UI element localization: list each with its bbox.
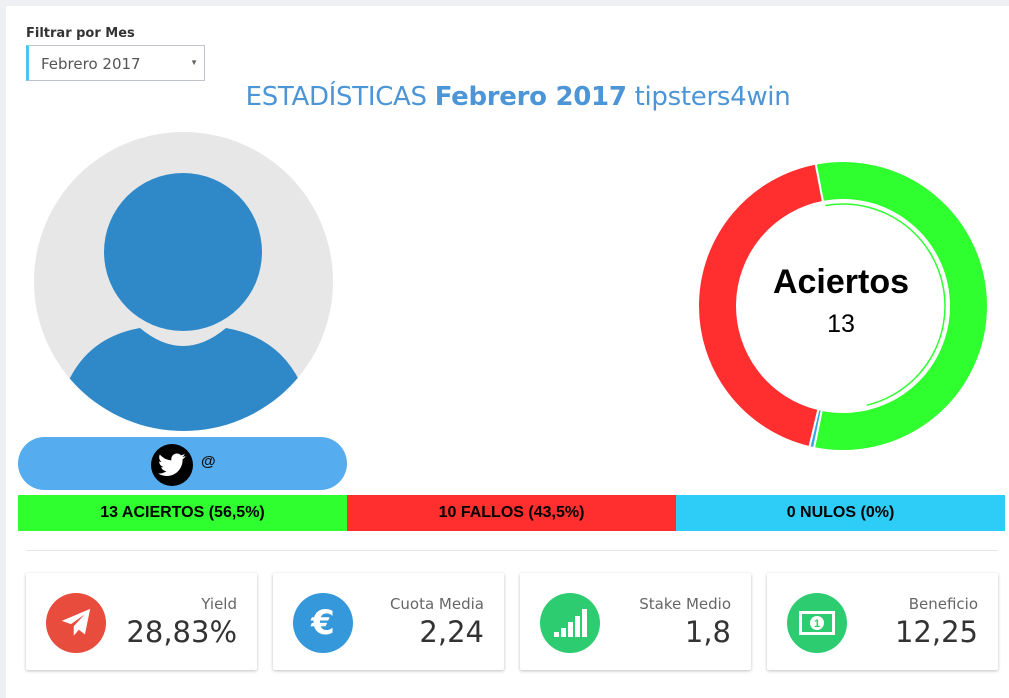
donut-inner-ring: [740, 203, 946, 409]
stake-medio-value: 1,8: [684, 615, 731, 649]
beneficio-label: Beneficio: [908, 595, 978, 613]
avatar: [34, 132, 333, 431]
cuota-media-card: € Cuota Media 2,24: [273, 573, 504, 670]
stake-medio-label: Stake Medio: [639, 595, 731, 613]
cuota-media-label: Cuota Media: [389, 595, 484, 613]
beneficio-card: 1 Beneficio 12,25: [767, 573, 998, 670]
filter-label: Filtrar por Mes: [26, 26, 135, 41]
title-prefix: ESTADÍSTICAS: [245, 82, 427, 112]
donut-center-value: 13: [827, 310, 855, 338]
beneficio-value: 12,25: [894, 615, 978, 649]
divider: [26, 550, 998, 551]
yield-value: 28,83%: [126, 615, 237, 649]
twitter-handle: @: [201, 453, 216, 470]
donut-segment-aciertos: [812, 160, 988, 452]
stake-medio-card: Stake Medio 1,8: [520, 573, 751, 670]
page-title: ESTADÍSTICAS Febrero 2017 tipsters4win: [0, 82, 1009, 112]
money-bill-icon: 1: [787, 593, 847, 653]
user-silhouette-icon: [68, 173, 300, 431]
aciertos-bar: 13 ACIERTOS (56,5%): [18, 495, 347, 531]
twitter-link[interactable]: @: [18, 437, 347, 490]
signal-bars-icon: [540, 593, 600, 653]
twitter-icon: [151, 444, 193, 486]
paper-plane-icon: [46, 593, 106, 653]
donut-center-label: Aciertos: [772, 263, 910, 301]
dropdown-arrow-icon: ▼: [190, 58, 198, 67]
title-month: Febrero 2017: [434, 82, 627, 112]
yield-label: Yield: [201, 595, 237, 613]
nulos-bar: 0 NULOS (0%): [676, 495, 1005, 531]
title-site: tipsters4win: [634, 82, 791, 112]
fallos-bar: 10 FALLOS (43,5%): [347, 495, 676, 531]
donut-segment-fallos: [698, 162, 825, 449]
cuota-media-value: 2,24: [419, 615, 484, 649]
month-select-value: Febrero 2017: [41, 55, 141, 73]
results-donut-chart: [698, 160, 988, 452]
euro-icon: €: [293, 593, 353, 653]
svg-text:1: 1: [814, 618, 820, 630]
month-select[interactable]: Febrero 2017 ▼: [26, 45, 205, 81]
yield-card: Yield 28,83%: [26, 573, 257, 670]
